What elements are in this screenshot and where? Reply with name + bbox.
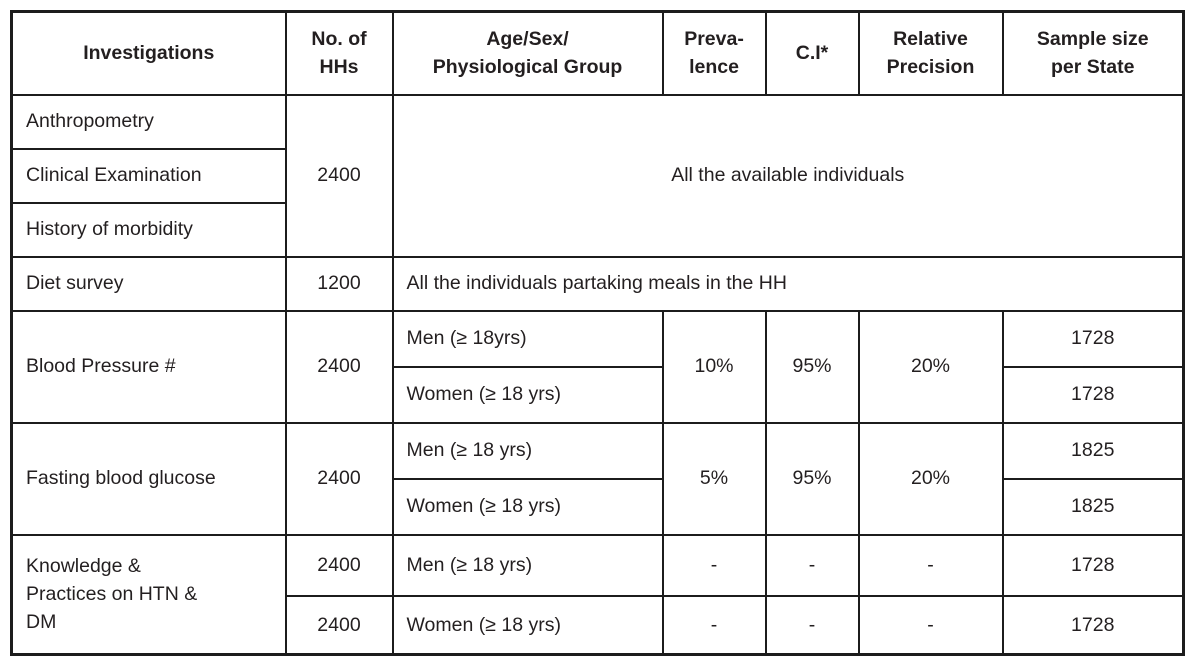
cell-investigation-diet-survey: Diet survey — [10, 255, 287, 312]
cell-investigation-history-of-morbidity: History of morbidity — [10, 201, 287, 258]
cell-group-bp-men: Men (≥ 18yrs) — [391, 309, 664, 368]
cell-note-diet: All the individuals partaking meals in t… — [391, 255, 1185, 312]
table-row: Diet survey 1200 All the individuals par… — [10, 255, 1185, 312]
cell-group-fbg-men: Men (≥ 18 yrs) — [391, 421, 664, 480]
cell-investigation-clinical-examination: Clinical Examination — [10, 147, 287, 204]
table-row: Women (≥ 18 yrs) 1825 — [12, 477, 1185, 536]
cell-sample-bp-women: 1728 — [1001, 365, 1185, 424]
col-header-ci: C.I* — [764, 10, 860, 96]
col-header-investigations: Investigations — [10, 10, 287, 96]
header-row: Investigations No. of HHs Age/Sex/ Physi… — [10, 10, 1185, 96]
cell-investigation-fasting-glucose: Fasting blood glucose — [10, 421, 287, 536]
cell-hhs-fasting-glucose: 2400 — [284, 421, 394, 536]
cell-relative-precision-knowledge-men: - — [857, 533, 1004, 597]
sampling-design-table: Investigations No. of HHs Age/Sex/ Physi… — [10, 10, 1185, 656]
cell-group-bp-women: Women (≥ 18 yrs) — [391, 365, 664, 424]
table-row: Knowledge & Practices on HTN & DM 2400 M… — [10, 533, 1185, 656]
cell-group-knowledge-men: Men (≥ 18 yrs) — [391, 533, 664, 597]
cell-prevalence-bp: 10% — [661, 309, 767, 424]
cell-hhs-knowledge-women: 2400 — [284, 594, 394, 656]
cell-ci-fbg: 95% — [764, 421, 860, 536]
cell-prevalence-fbg: 5% — [661, 421, 767, 536]
cell-sample-bp-men: 1728 — [1001, 309, 1185, 368]
table-row: Blood Pressure # 2400 Men (≥ 18yrs) 10% … — [10, 309, 1185, 424]
col-header-prevalence: Preva- lence — [661, 10, 767, 96]
col-header-sample-size: Sample size per State — [1001, 10, 1185, 96]
cell-hhs-knowledge-men: 2400 — [284, 533, 394, 597]
table-row: Fasting blood glucose 2400 Men (≥ 18 yrs… — [10, 421, 1185, 536]
cell-ci-knowledge-women: - — [764, 594, 860, 656]
cell-sample-fbg-women: 1825 — [1001, 477, 1185, 536]
cell-investigation-knowledge-practices: Knowledge & Practices on HTN & DM — [10, 533, 287, 656]
cell-relative-precision-bp: 20% — [857, 309, 1004, 424]
cell-sample-knowledge-women: 1728 — [1001, 594, 1185, 656]
col-header-age-sex-group: Age/Sex/ Physiological Group — [391, 10, 664, 96]
cell-relative-precision-knowledge-women: - — [857, 594, 1004, 656]
col-header-no-of-hhs: No. of HHs — [284, 10, 394, 96]
cell-investigation-blood-pressure: Blood Pressure # — [10, 309, 287, 424]
table-row: Anthropometry 2400 All the available ind… — [10, 93, 1185, 258]
table-row: Women (≥ 18 yrs) 1728 — [12, 365, 1185, 424]
cell-ci-bp: 95% — [764, 309, 860, 424]
cell-sample-knowledge-men: 1728 — [1001, 533, 1185, 597]
cell-hhs-general: 2400 — [284, 93, 394, 258]
cell-group-knowledge-women: Women (≥ 18 yrs) — [391, 594, 664, 656]
cell-investigation-anthropometry: Anthropometry — [10, 93, 287, 150]
cell-prevalence-knowledge-men: - — [661, 533, 767, 597]
cell-note-all-available: All the available individuals — [391, 93, 1185, 258]
cell-hhs-diet: 1200 — [284, 255, 394, 312]
col-header-relative-precision: Relative Precision — [857, 10, 1004, 96]
cell-prevalence-knowledge-women: - — [661, 594, 767, 656]
cell-ci-knowledge-men: - — [764, 533, 860, 597]
cell-hhs-blood-pressure: 2400 — [284, 309, 394, 424]
table-row: History of morbidity — [10, 201, 1184, 258]
table-row: Clinical Examination — [10, 147, 1184, 204]
table-row: 2400 Women (≥ 18 yrs) - - - 1728 — [12, 594, 1185, 656]
cell-sample-fbg-men: 1825 — [1001, 421, 1185, 480]
cell-group-fbg-women: Women (≥ 18 yrs) — [391, 477, 664, 536]
cell-relative-precision-fbg: 20% — [857, 421, 1004, 536]
